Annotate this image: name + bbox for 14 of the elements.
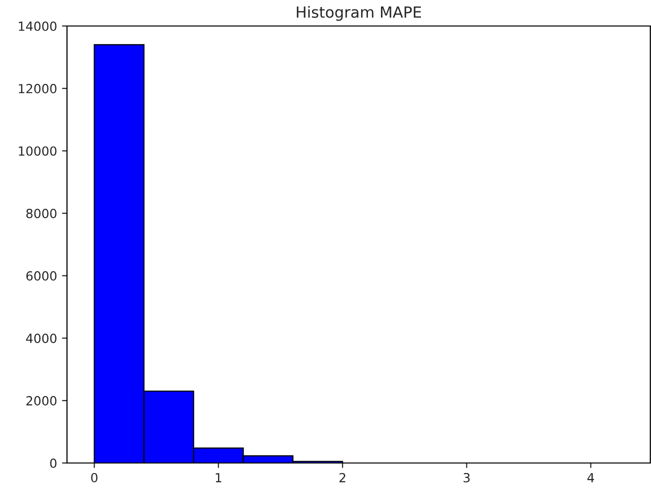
x-tick-label: 0 xyxy=(91,472,98,482)
y-tick-label: 6000 xyxy=(26,271,56,281)
y-tick-label: 8000 xyxy=(26,208,56,218)
x-tick-label: 1 xyxy=(216,473,222,482)
y-tick-label: 12000 xyxy=(18,84,56,94)
y-tick-label: 2000 xyxy=(26,396,56,406)
x-tick-label: 4 xyxy=(587,473,594,482)
y-tick-label: 14000 xyxy=(18,21,56,31)
x-tick-label: 2 xyxy=(339,472,346,482)
x-tick-label: 3 xyxy=(464,472,470,482)
y-tick-label: 0 xyxy=(50,458,56,468)
chart-title: Histogram MAPE xyxy=(296,6,421,21)
y-tick-label: 4000 xyxy=(26,334,56,344)
y-tick-label: 10000 xyxy=(18,146,56,156)
